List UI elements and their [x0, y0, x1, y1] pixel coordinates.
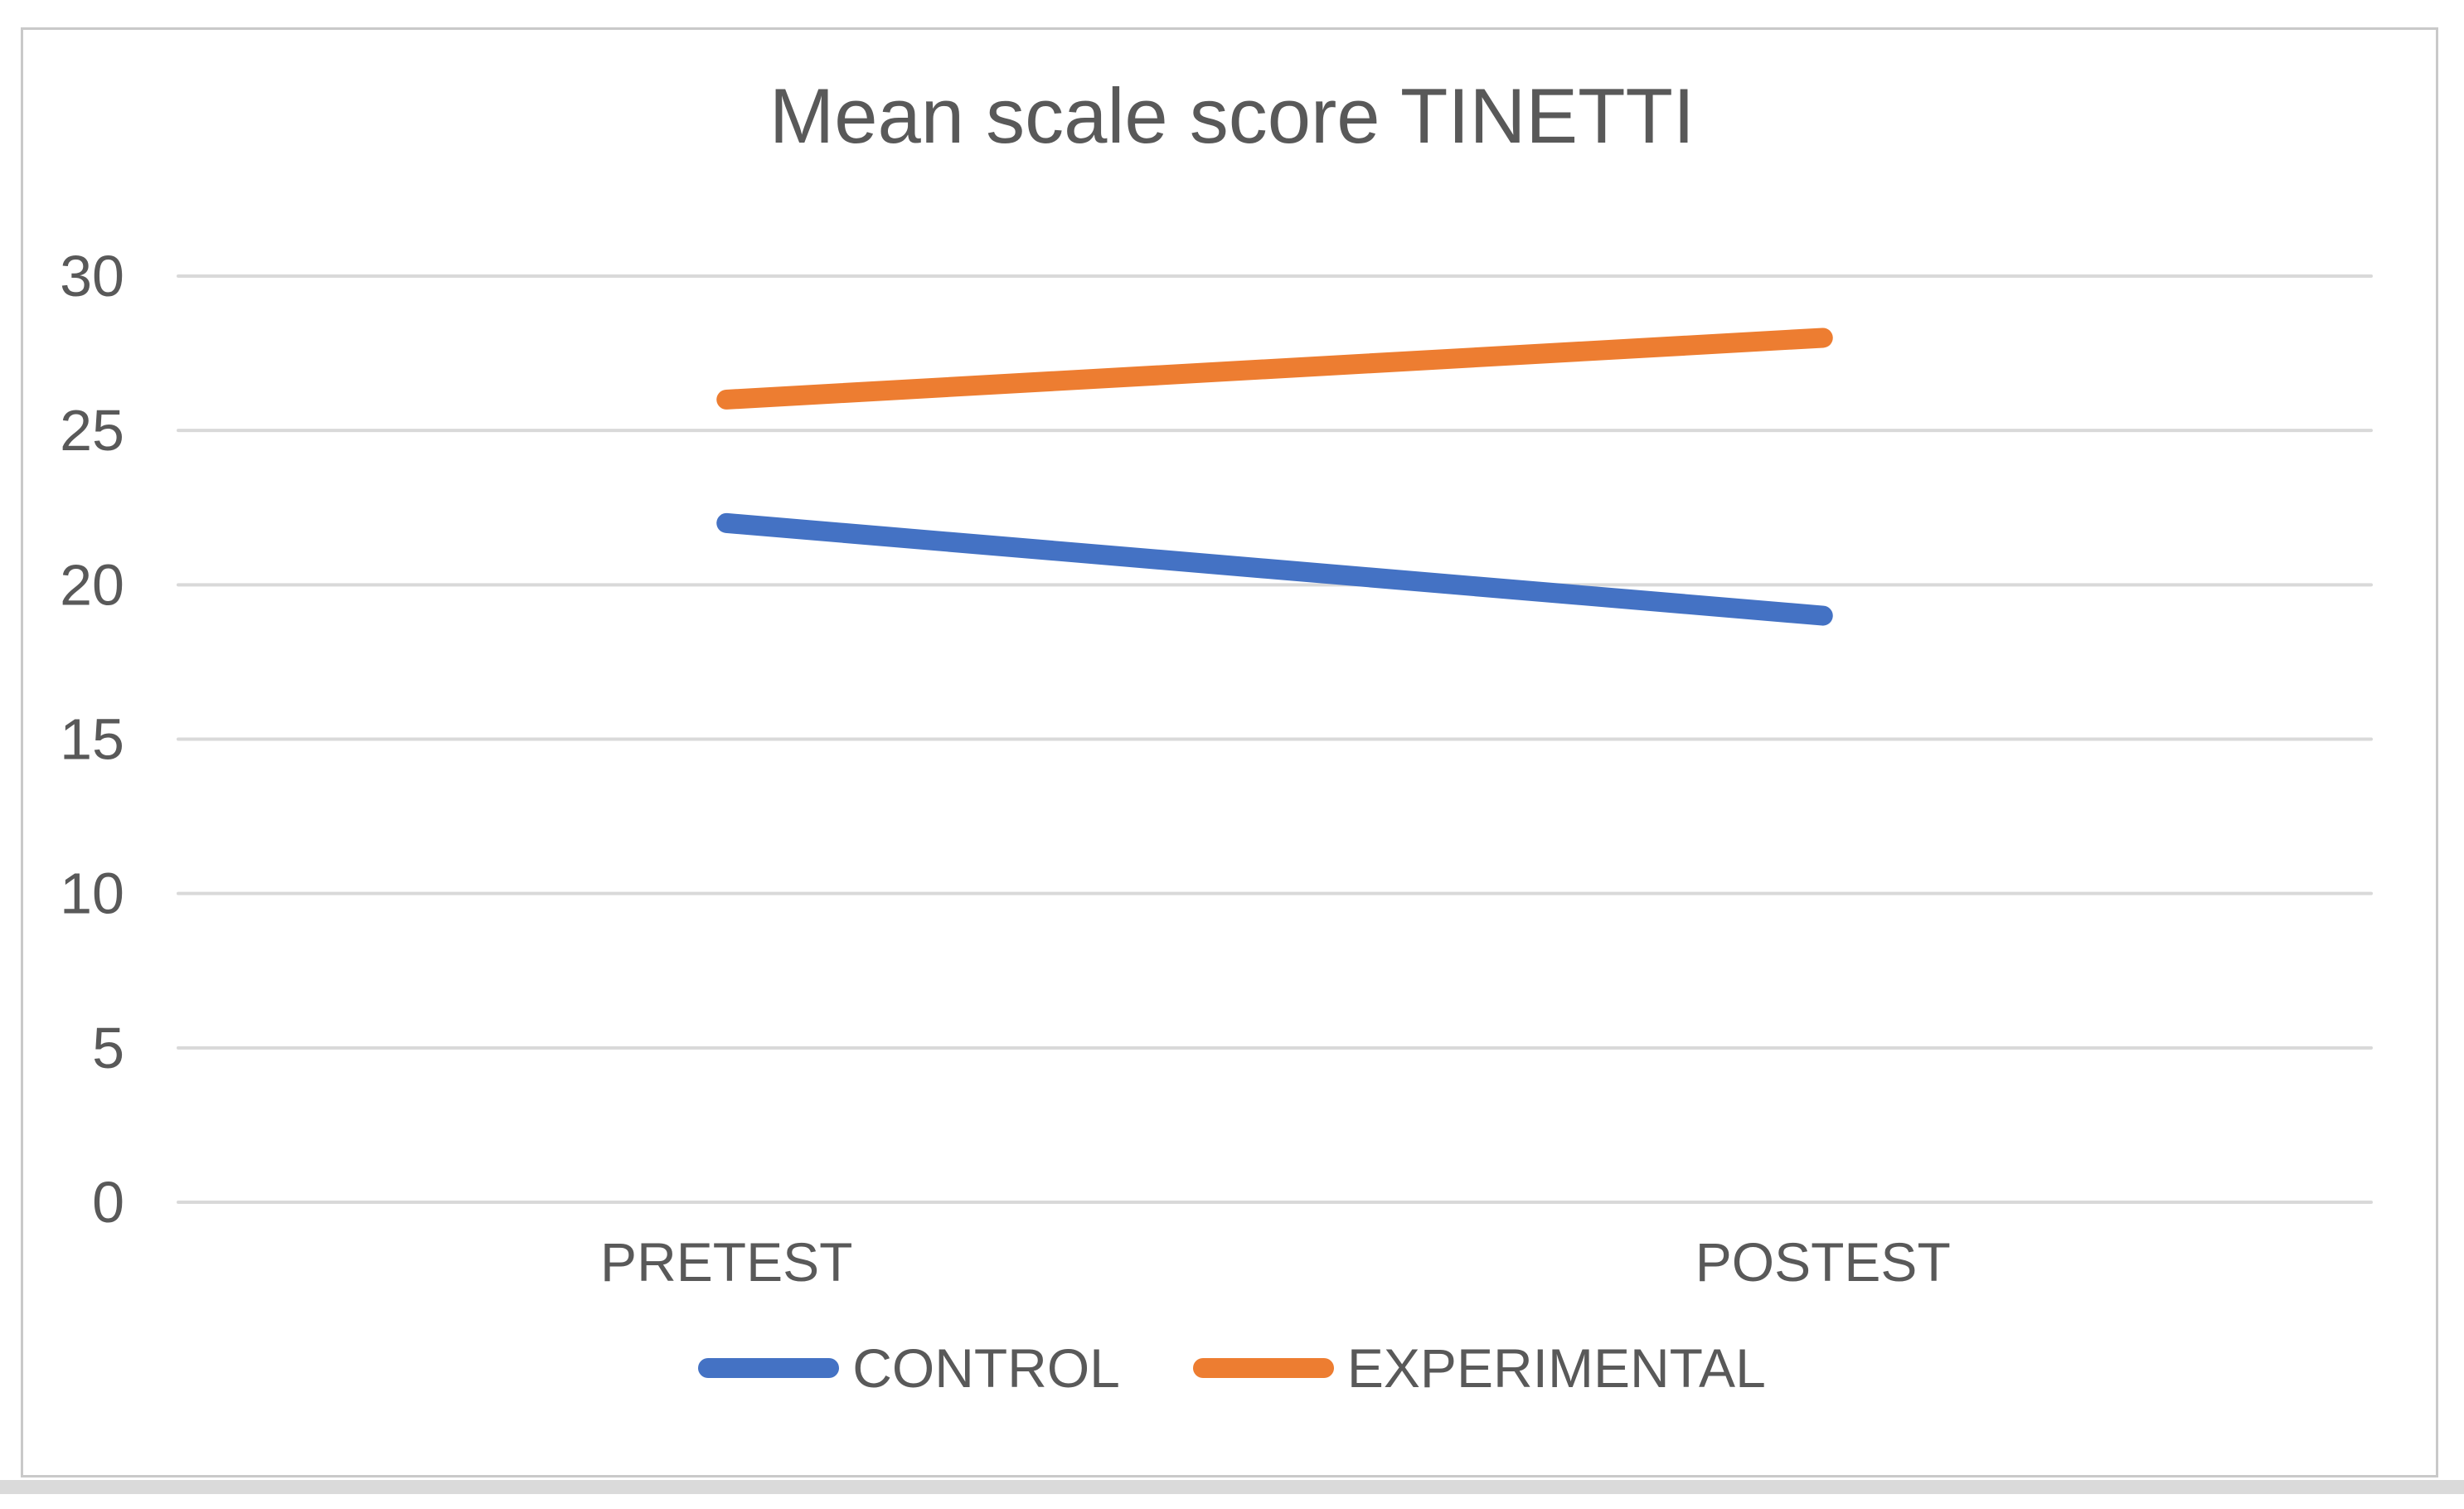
y-tick-label: 15: [60, 707, 124, 772]
legend-label-experimental: EXPERIMENTAL: [1346, 1337, 1766, 1399]
chart-frame: [21, 27, 2438, 1477]
x-axis-label-pretest: PRETEST: [600, 1231, 852, 1293]
chart-legend: CONTROL EXPERIMENTAL: [0, 1337, 2464, 1400]
y-tick-label: 20: [60, 552, 124, 617]
series-line-control: [716, 512, 1833, 626]
y-tick-label: 10: [60, 861, 124, 926]
legend-label-control: CONTROL: [852, 1337, 1120, 1399]
control-line-swatch: [698, 1358, 840, 1378]
y-tick-label: 0: [92, 1170, 124, 1235]
series-line-experimental: [716, 328, 1833, 410]
y-tick-label: 30: [60, 244, 124, 308]
y-tick-label: 5: [92, 1016, 124, 1080]
experimental-line-swatch: [1192, 1358, 1334, 1378]
y-tick-label: 25: [60, 398, 124, 463]
line-chart-plot-area: 0 5 10 15 20 25 30 PRETEST POSTEST: [60, 244, 2373, 1293]
legend-item-experimental: EXPERIMENTAL: [1192, 1337, 1766, 1400]
x-axis-label-postest: POSTEST: [1695, 1231, 1951, 1293]
window-edge-strip: [0, 1480, 2464, 1494]
legend-item-control: CONTROL: [698, 1337, 1120, 1400]
chart-title: Mean scale score TINETTI: [769, 72, 1695, 159]
